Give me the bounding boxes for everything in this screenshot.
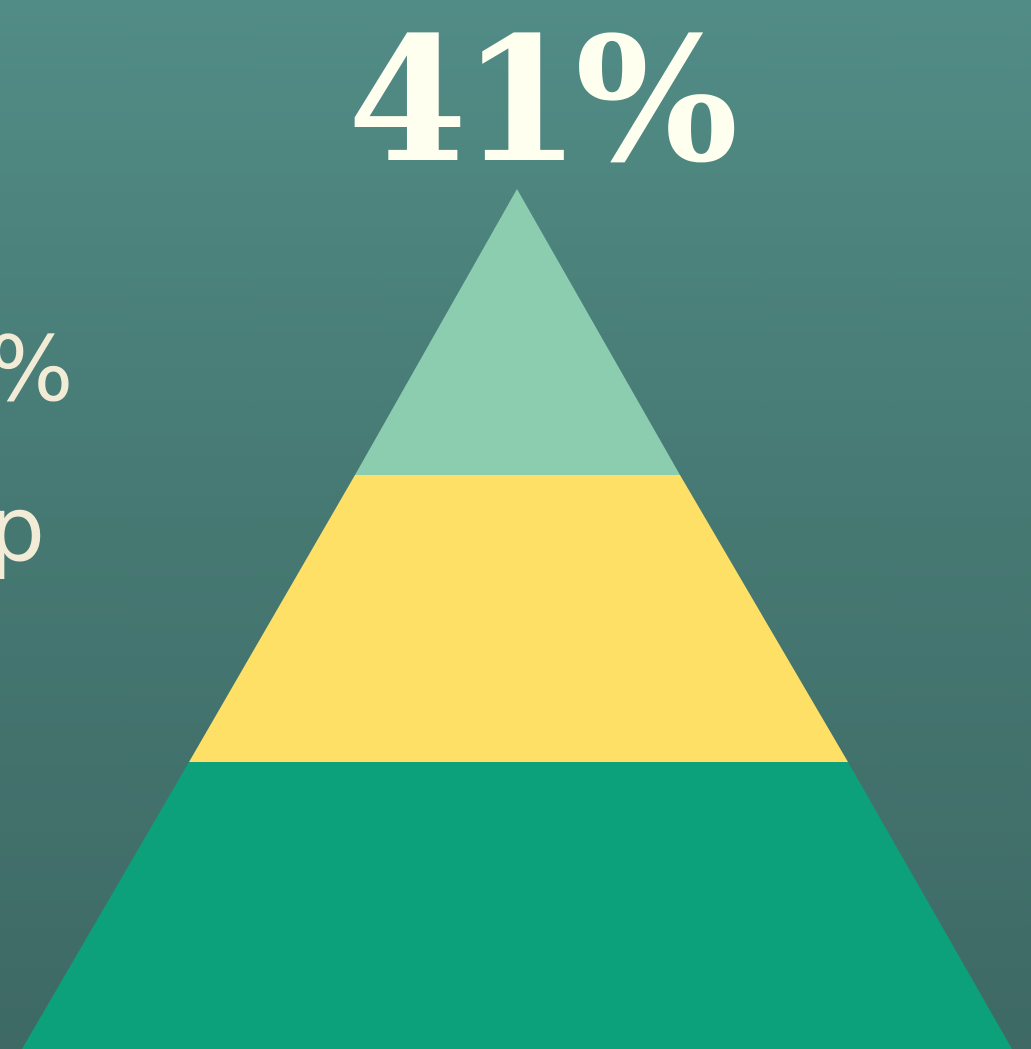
pyramid-tier-top <box>355 189 680 475</box>
headline-percentage: 41% <box>347 0 739 201</box>
pyramid-tier-middle <box>189 475 848 762</box>
cropped-side-text-line-1: % <box>0 320 74 420</box>
pyramid-tier-bottom <box>22 762 1012 1049</box>
cropped-side-text-line-2: p <box>0 477 46 582</box>
